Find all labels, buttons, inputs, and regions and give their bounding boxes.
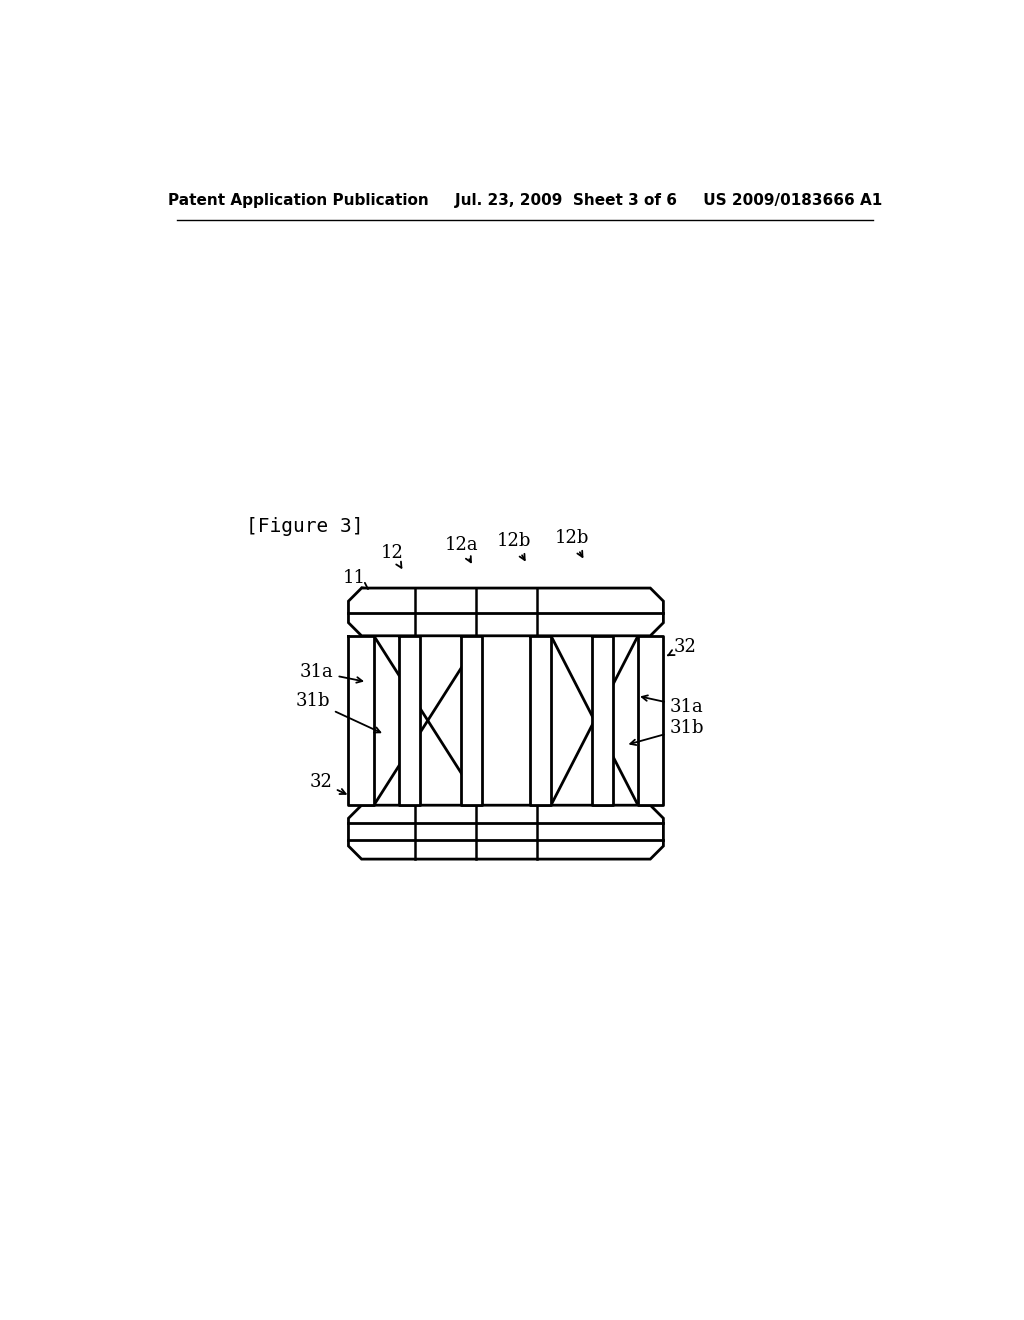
Text: 31a: 31a bbox=[300, 663, 362, 682]
Text: Patent Application Publication     Jul. 23, 2009  Sheet 3 of 6     US 2009/01836: Patent Application Publication Jul. 23, … bbox=[168, 193, 882, 209]
Text: 12: 12 bbox=[381, 544, 403, 568]
Text: 32: 32 bbox=[668, 638, 696, 656]
FancyBboxPatch shape bbox=[399, 636, 420, 805]
Text: 31a: 31a bbox=[642, 696, 703, 715]
Text: 12a: 12a bbox=[444, 536, 478, 562]
Text: 11: 11 bbox=[342, 569, 369, 589]
FancyBboxPatch shape bbox=[530, 636, 551, 805]
Polygon shape bbox=[348, 589, 664, 636]
Text: 32: 32 bbox=[309, 774, 346, 795]
Text: [Figure 3]: [Figure 3] bbox=[246, 517, 364, 536]
FancyBboxPatch shape bbox=[461, 636, 481, 805]
Text: 12b: 12b bbox=[555, 529, 589, 557]
Text: 12b: 12b bbox=[497, 532, 531, 560]
FancyBboxPatch shape bbox=[348, 636, 374, 805]
Text: 31b: 31b bbox=[631, 719, 703, 744]
FancyBboxPatch shape bbox=[592, 636, 612, 805]
Text: 31b: 31b bbox=[296, 692, 380, 733]
Polygon shape bbox=[348, 805, 664, 859]
FancyBboxPatch shape bbox=[638, 636, 664, 805]
